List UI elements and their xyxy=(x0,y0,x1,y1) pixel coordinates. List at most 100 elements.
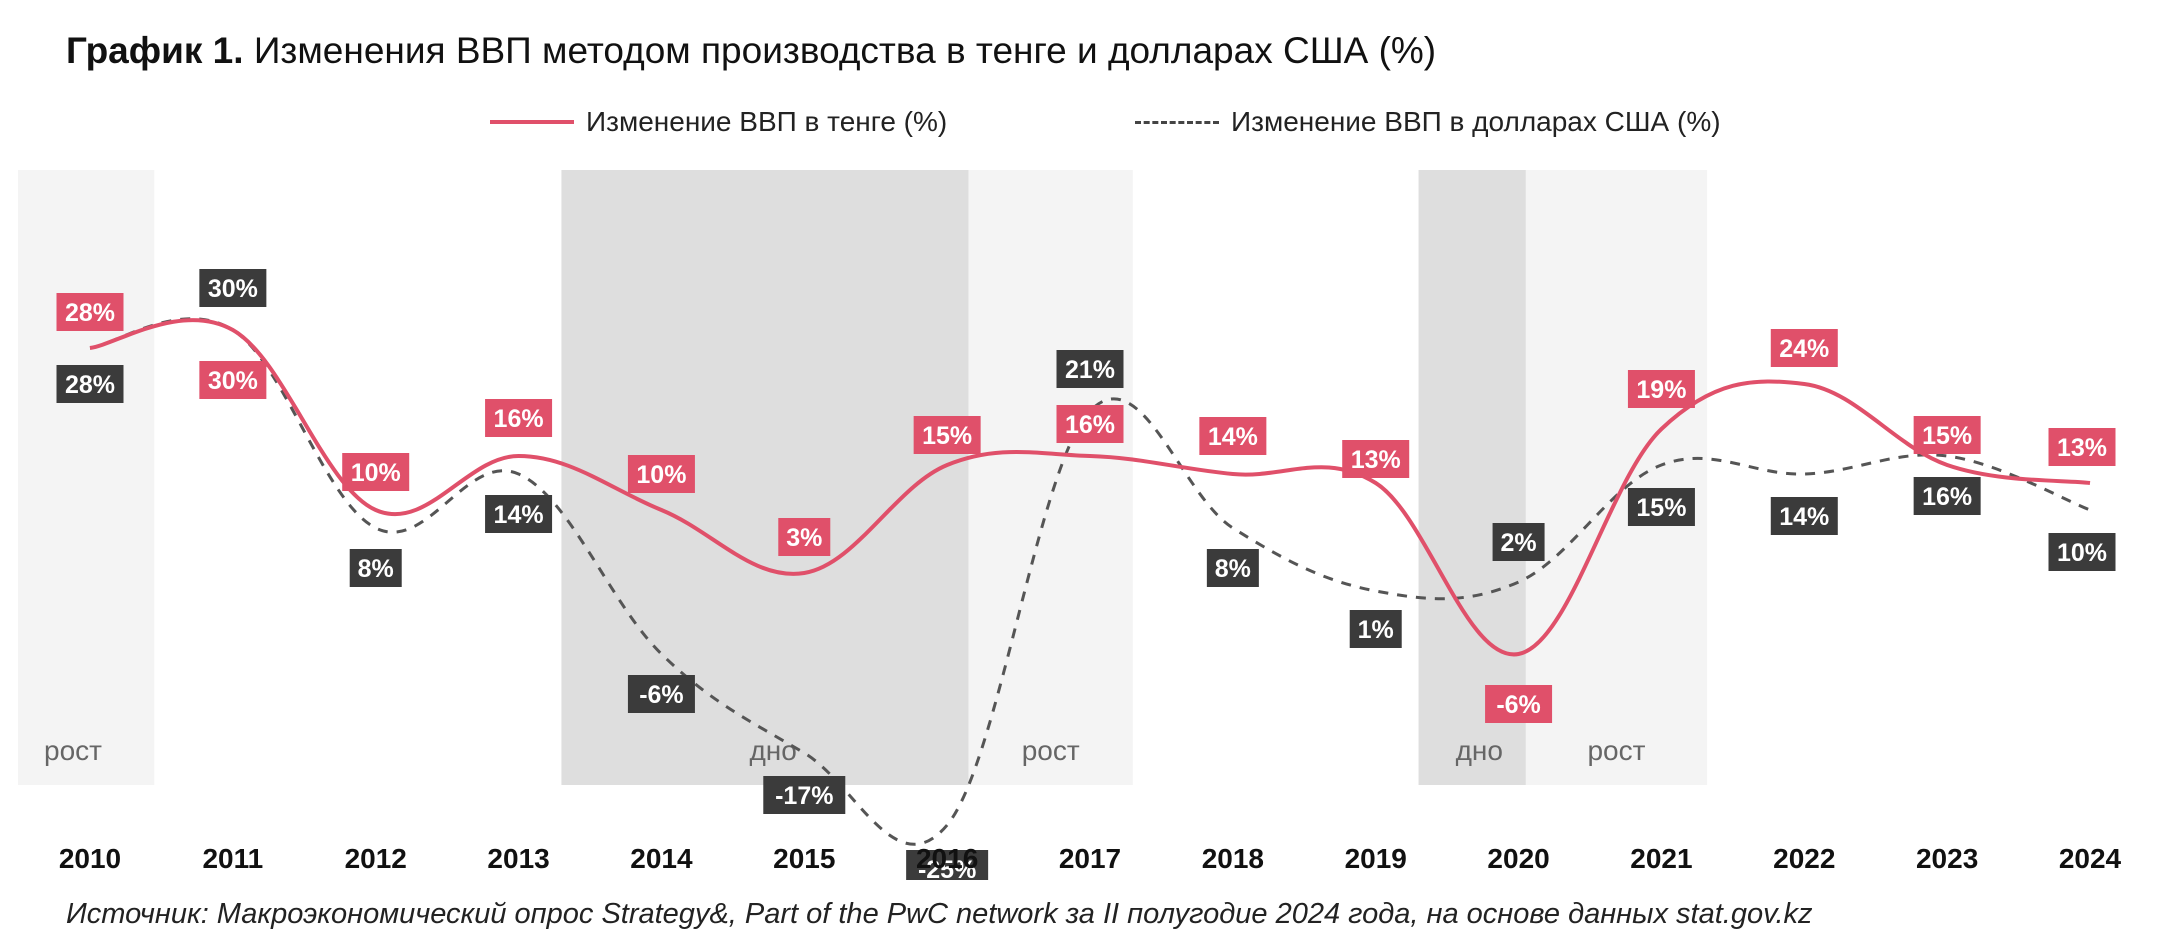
x-tick-label: 2021 xyxy=(1630,843,1692,874)
legend-label-kzt: Изменение ВВП в тенге (%) xyxy=(586,106,948,137)
x-tick-label: 2014 xyxy=(630,843,693,874)
x-tick-label: 2023 xyxy=(1916,843,1978,874)
data-label-usd-box xyxy=(763,776,846,814)
data-label-usd-box xyxy=(199,269,267,307)
series-line-usd xyxy=(89,317,2091,846)
legend: Изменение ВВП в тенге (%) Изменение ВВП … xyxy=(0,100,2160,144)
data-label-kzt-box xyxy=(627,455,695,493)
data-label-kzt-box xyxy=(913,416,981,454)
data-label-kzt-text: -6% xyxy=(1496,691,1540,719)
data-label-kzt-box xyxy=(199,361,267,399)
data-label-usd: 15% xyxy=(1627,488,1695,526)
x-tick-label: 2016 xyxy=(916,843,978,874)
phase-label-bottom: дно xyxy=(749,735,796,766)
x-tick-label: 2022 xyxy=(1773,843,1835,874)
data-label-usd: 8% xyxy=(349,549,402,587)
data-label-usd-text: 14% xyxy=(494,501,544,529)
data-label-kzt-text: 13% xyxy=(2057,434,2107,462)
chart-title-text: Изменения ВВП методом производства в тен… xyxy=(253,30,1437,71)
gdp-line-chart: рост дно рост дно рост 28% 30% 10% 16% 10% 3% 15% 1… xyxy=(18,170,2122,880)
data-label-kzt-box xyxy=(778,518,831,556)
data-label-kzt-text: 14% xyxy=(1208,423,1258,451)
legend-swatch-dashed xyxy=(1135,120,1219,124)
data-label-kzt-text: 30% xyxy=(208,367,258,395)
data-label-usd-text: 8% xyxy=(358,555,394,583)
data-label-kzt: 10% xyxy=(342,453,410,491)
data-label-usd-text: 21% xyxy=(1065,356,1115,384)
x-tick-label: 2011 xyxy=(202,843,263,874)
data-label-kzt-text: 10% xyxy=(351,459,401,487)
data-label-usd-box xyxy=(1492,523,1545,561)
data-label-usd-text: 1% xyxy=(1358,616,1394,644)
data-label-kzt-text: 3% xyxy=(786,524,822,552)
data-label-kzt: 30% xyxy=(199,361,267,399)
data-label-usd-text: 14% xyxy=(1779,503,1829,531)
data-label-kzt-box xyxy=(1199,417,1267,455)
data-label-usd-box xyxy=(485,495,553,533)
data-label-usd: 30% xyxy=(199,269,267,307)
phase-band-bottom xyxy=(561,170,969,785)
data-label-usd-text: 16% xyxy=(1922,483,1972,511)
x-tick-label: 2024 xyxy=(2059,843,2122,874)
data-label-usd-box xyxy=(2048,533,2116,571)
data-label-kzt-text: 28% xyxy=(65,299,115,327)
phase-label-bottom: дно xyxy=(1456,735,1503,766)
data-label-kzt: -6% xyxy=(1485,685,1553,723)
data-label-kzt: 16% xyxy=(485,399,553,437)
data-label-kzt: 16% xyxy=(1056,405,1124,443)
data-label-usd: -6% xyxy=(627,675,695,713)
data-label-kzt-box xyxy=(1770,329,1838,367)
phase-band-growth xyxy=(968,170,1133,785)
data-label-kzt-text: 15% xyxy=(1922,422,1972,450)
x-tick-label: 2013 xyxy=(487,843,549,874)
data-label-kzt-text: 13% xyxy=(1351,446,1401,474)
x-tick-label: 2020 xyxy=(1487,843,1549,874)
data-label-usd-box xyxy=(1770,497,1838,535)
data-label-kzt-text: 16% xyxy=(494,405,544,433)
data-label-kzt: 15% xyxy=(1913,416,1981,454)
data-label-kzt-box xyxy=(342,453,410,491)
data-label-kzt-text: 10% xyxy=(636,461,686,489)
data-label-usd-text: 2% xyxy=(1501,529,1537,557)
legend-item-kzt: Изменение ВВП в тенге (%) xyxy=(490,100,947,144)
data-label-kzt: 19% xyxy=(1627,370,1695,408)
data-label-usd: 14% xyxy=(1770,497,1838,535)
data-label-kzt-box xyxy=(1056,405,1124,443)
data-label-usd: 16% xyxy=(1913,477,1981,515)
phase-band-bottom xyxy=(1418,170,1540,785)
x-axis-labels: 2010 2011 2012 2013 2014 2015 2016 2017 2018 2019… xyxy=(59,843,2122,874)
data-label-kzt-box xyxy=(1913,416,1981,454)
data-label-kzt: 13% xyxy=(1342,440,1410,478)
data-label-usd: -25% xyxy=(906,850,989,880)
data-label-usd-box xyxy=(349,549,402,587)
x-tick-label: 2017 xyxy=(1059,843,1121,874)
data-label-kzt: 24% xyxy=(1770,329,1838,367)
data-label-kzt-box xyxy=(2048,428,2116,466)
data-label-usd-text: -6% xyxy=(639,681,683,709)
data-label-kzt-text: 24% xyxy=(1779,335,1829,363)
data-label-kzt-box xyxy=(485,399,553,437)
data-label-usd: 28% xyxy=(56,365,124,403)
phase-label-growth: рост xyxy=(1587,735,1645,766)
data-label-usd-text: 15% xyxy=(1636,494,1686,522)
data-label-kzt: 15% xyxy=(913,416,981,454)
data-label-usd-box xyxy=(627,675,695,713)
x-tick-label: 2012 xyxy=(345,843,407,874)
data-label-usd: 14% xyxy=(485,495,553,533)
data-label-kzt-box xyxy=(56,293,124,331)
data-label-usd: -17% xyxy=(763,776,846,814)
data-label-kzt-text: 15% xyxy=(922,422,972,450)
legend-item-usd: Изменение ВВП в долларах США (%) xyxy=(1135,100,1721,144)
data-label-usd-text: -17% xyxy=(775,782,833,810)
chart-title: График 1. Изменения ВВП методом производ… xyxy=(66,30,1436,72)
data-label-usd-box xyxy=(1056,350,1124,388)
data-label-usd-text: 28% xyxy=(65,371,115,399)
phase-band-growth xyxy=(1525,170,1708,785)
data-labels: 28% 30% 10% 16% 10% 3% 15% 16% 14% 13% -6% 19% 24% 15… xyxy=(56,269,2116,880)
legend-swatch-solid xyxy=(490,120,574,124)
data-label-usd: 2% xyxy=(1492,523,1545,561)
data-label-usd-text: -25% xyxy=(918,856,976,880)
phase-label-growth: рост xyxy=(1022,735,1080,766)
data-label-usd: 1% xyxy=(1349,610,1402,648)
data-label-usd-box xyxy=(906,850,989,880)
